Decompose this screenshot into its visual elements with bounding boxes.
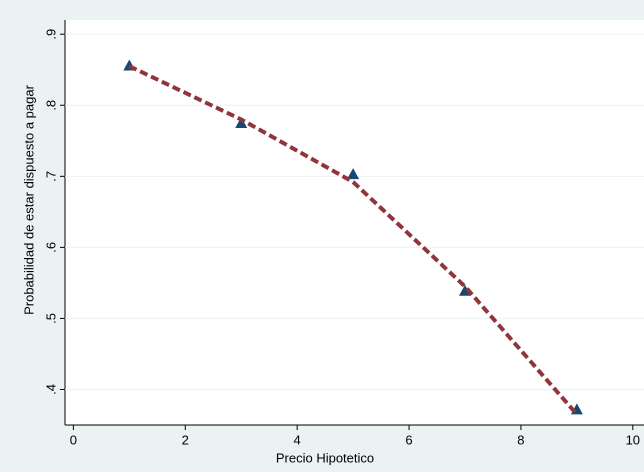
marker [235,117,248,129]
x-tick-label: 0 [70,432,77,447]
x-tick-label: 4 [294,432,301,447]
x-tick-label: 10 [626,432,640,447]
y-tick-label: .5 [43,313,58,324]
y-tick-label: .7 [43,171,58,182]
marker [347,168,360,180]
fit-line [128,64,579,416]
plot-area [65,20,644,425]
x-tick-label: 2 [182,432,189,447]
x-tick-label: 8 [517,432,524,447]
y-tick-label: .4 [43,384,58,395]
y-axis-title: Probabilidad de estar dispuesto a pagar [21,84,36,314]
y-tick-label: .9 [43,29,58,40]
x-axis-title: Precio Hipotetico [276,450,374,465]
y-tick-label: .8 [43,100,58,111]
x-tick-label: 6 [405,432,412,447]
y-tick-label: .6 [43,242,58,253]
marker [458,284,471,296]
